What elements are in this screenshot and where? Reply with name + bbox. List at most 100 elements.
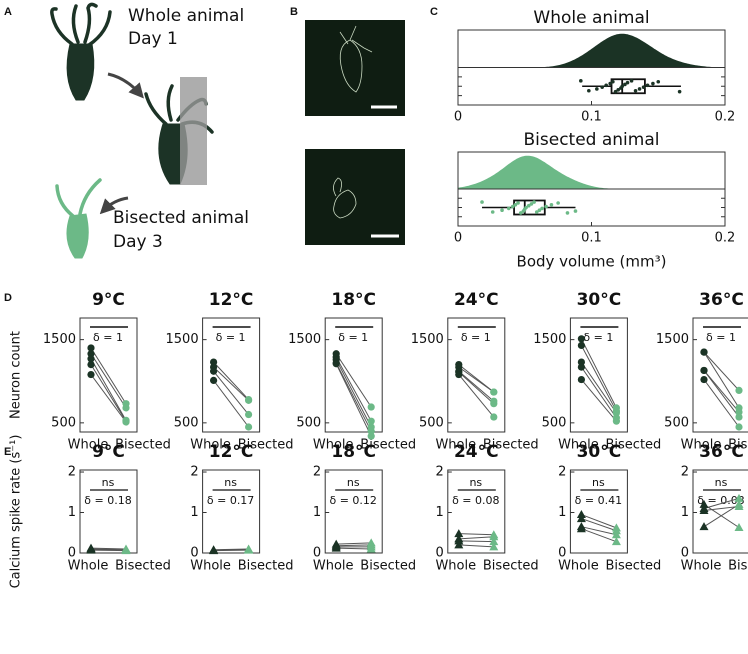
data-point [87, 355, 95, 363]
arrow [107, 72, 144, 99]
x-tick-label: Whole [681, 438, 722, 453]
data-point [122, 404, 130, 412]
x-tick-label: Whole [435, 438, 476, 453]
data-point [489, 532, 499, 541]
data-point [454, 536, 464, 545]
data-point [700, 366, 708, 375]
data-point [489, 542, 499, 551]
pair-line [335, 362, 372, 432]
significance: ns [592, 476, 605, 489]
chart-title: 12°C [209, 290, 254, 310]
data-point [490, 400, 498, 408]
data-point [245, 396, 253, 404]
chart-title: 18°C [331, 290, 376, 310]
pair-line [335, 363, 372, 437]
data-point [122, 418, 130, 426]
y-tick-label: 2 [68, 465, 76, 480]
x-tick-label: Whole [558, 559, 599, 574]
significance: ns [715, 476, 728, 489]
data-point [244, 545, 254, 554]
pair-line [703, 497, 740, 509]
pair-line [580, 361, 617, 414]
pair-line [458, 544, 494, 548]
data-point [556, 201, 560, 205]
data-point [87, 370, 95, 379]
y-tick-label: 500 [542, 415, 567, 430]
pair-line [336, 544, 372, 547]
x-tick-label: Bisected [360, 559, 416, 574]
data-point [513, 203, 518, 207]
density-curve [458, 33, 725, 68]
y-tick-label: 2 [681, 465, 689, 480]
data-point [600, 85, 604, 89]
y-tick-label: 0 [436, 546, 444, 561]
data-point [510, 204, 515, 209]
effect-size: δ = 1 [583, 331, 613, 344]
hydra-whole [50, 2, 112, 101]
pair-line [335, 356, 372, 422]
y-tick-label: 0 [558, 546, 566, 561]
effect-size: δ = 0.03 [697, 494, 744, 507]
pair-line [581, 526, 617, 536]
chart-title: Bisected animal [524, 130, 660, 150]
x-tick-label: Whole [313, 438, 354, 453]
data-point [367, 427, 375, 435]
data-point [367, 417, 375, 425]
y-tick-label: 1 [681, 505, 689, 520]
x-tick-label: Whole [190, 559, 231, 574]
data-point [573, 209, 578, 213]
data-point [616, 88, 620, 92]
pair-line [458, 371, 495, 405]
y-tick-label: 500 [296, 415, 321, 430]
x-tick-label: Whole [68, 438, 109, 453]
data-point [490, 210, 495, 214]
effect-size: δ = 1 [93, 331, 123, 344]
x-tick-label: 0.2 [715, 231, 736, 246]
data-point [516, 201, 520, 205]
arrow [99, 196, 129, 215]
x-tick-label: Bisected [728, 438, 748, 453]
pair-line [458, 533, 494, 536]
data-point [734, 499, 744, 508]
data-point [700, 375, 708, 384]
y-tick-label: 500 [419, 415, 444, 430]
data-point [699, 499, 709, 508]
x-tick-label: Whole [558, 438, 599, 453]
data-point [604, 83, 608, 88]
data-point [735, 413, 743, 421]
data-point [366, 544, 376, 553]
data-point [86, 545, 96, 554]
effect-size: δ = 1 [216, 331, 246, 344]
chart-title: 30°C [577, 442, 622, 462]
data-point [489, 537, 499, 546]
plot-frame [692, 469, 748, 554]
x-axis-label: Body volume (mm³) [517, 253, 667, 271]
significance: ns [224, 476, 237, 489]
data-point [454, 540, 464, 549]
data-point [455, 370, 463, 379]
data-point [699, 505, 709, 514]
y-tick-label: 1 [190, 505, 198, 520]
pair-line [213, 366, 249, 401]
pair-line [580, 366, 617, 419]
data-point [367, 403, 375, 411]
data-point [506, 206, 511, 211]
micrograph [305, 20, 405, 116]
data-point [524, 205, 528, 210]
panel-label: C [430, 6, 438, 18]
data-point [454, 529, 464, 538]
pair-line [90, 547, 127, 550]
data-point [331, 543, 341, 552]
pair-line [581, 528, 617, 543]
chart-title: 36°C [699, 442, 744, 462]
data-point [209, 546, 219, 555]
plot-frame [692, 317, 748, 433]
diagram-label: Bisected animal [113, 208, 249, 228]
y-axis-label: Calcium spike rate (s⁻¹) [9, 435, 24, 589]
plot-frame [79, 317, 138, 433]
pair-line [90, 347, 127, 404]
data-point [577, 363, 586, 371]
x-tick-label: 0 [454, 110, 462, 125]
data-point [87, 360, 95, 369]
data-point [577, 358, 586, 366]
